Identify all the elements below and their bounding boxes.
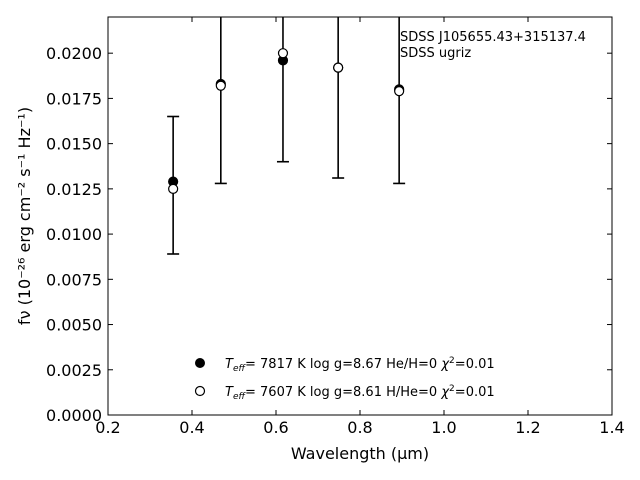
point-open	[333, 62, 344, 73]
y-tick-label: 0.0150	[46, 135, 102, 154]
annotation-line-2: SDSS ugriz	[400, 46, 471, 61]
legend-teff-2: 7607	[260, 385, 293, 400]
legend-comp-1: He/H=0	[386, 357, 437, 372]
x-tick-label: 0.8	[347, 418, 372, 437]
legend-logg-1: 8.67	[353, 357, 382, 372]
legend-marker-open	[194, 385, 206, 397]
legend-comp-2: H/He=0	[386, 385, 437, 400]
plot-area	[108, 17, 612, 415]
legend-chi2-2: 0.01	[466, 385, 495, 400]
legend-entry-1: Teff= 7817 K log g=8.67 He/H=0 χ2=0.01	[225, 356, 495, 374]
plot-frame	[107, 16, 613, 416]
y-tick-label: 0.0175	[46, 89, 102, 108]
legend-chi2-1: 0.01	[466, 357, 495, 372]
point-open	[277, 48, 289, 59]
y-tick-label: 0.0200	[46, 44, 102, 63]
x-tick-label: 0.6	[263, 418, 288, 437]
y-tick-label: 0.0125	[46, 180, 102, 199]
y-tick-label: 0.0025	[46, 361, 102, 380]
y-axis-ticks: 0.0000 0.0025 0.0050 0.0075 0.0100 0.0125 0.01…	[46, 44, 612, 425]
x-tick-label: 0.4	[179, 418, 204, 437]
legend-entry-2: Teff= 7607 K log g=8.61 H/He=0 χ2=0.01	[225, 384, 495, 402]
point-open	[168, 183, 179, 194]
x-tick-label: 0.2	[95, 418, 120, 437]
x-tick-label: 1.0	[431, 418, 456, 437]
y-tick-label: 0.0050	[46, 316, 102, 335]
legend-logg-2: 8.61	[353, 385, 382, 400]
point-open	[215, 80, 226, 91]
legend-teff-1: 7817	[260, 357, 293, 372]
y-tick-label: 0.0075	[46, 270, 102, 289]
x-axis-label: Wavelength (μm)	[291, 444, 429, 463]
legend-marker-filled	[195, 358, 205, 368]
x-tick-label: 1.4	[599, 418, 624, 437]
y-tick-label: 0.0000	[46, 406, 102, 425]
annotation-line-1: SDSS J105655.43+315137.4	[400, 30, 586, 45]
y-tick-label: 0.0100	[46, 225, 102, 244]
point-open	[394, 86, 405, 97]
legend: Teff= 7817 K log g=8.67 He/H=0 χ2=0.01 T…	[194, 356, 495, 402]
y-axis-label: fν (10⁻²⁶ erg cm⁻² s⁻¹ Hz⁻¹)	[15, 107, 34, 325]
data-points	[168, 48, 405, 194]
x-tick-label: 1.2	[515, 418, 540, 437]
